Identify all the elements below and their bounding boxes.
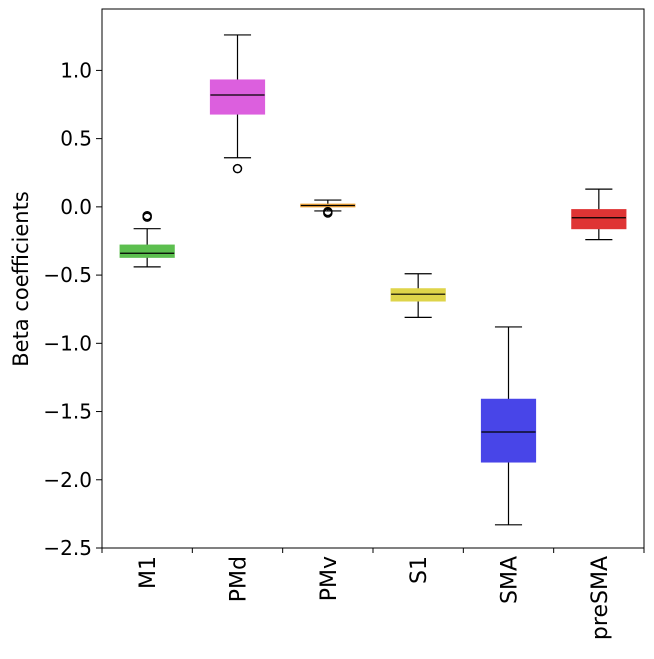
box-presma xyxy=(571,188,627,241)
y-tick-label: −0.5 xyxy=(43,263,92,287)
outlier-point xyxy=(142,212,152,222)
x-tick-label: M1 xyxy=(136,556,161,589)
outlier-point xyxy=(232,163,243,174)
box-s1 xyxy=(390,273,446,318)
x-tick-label: SMA xyxy=(498,556,523,604)
y-axis: −2.5 −2.0 −1.5 −1.0 −0.5 0.0 0.5 1.0 xyxy=(43,58,102,560)
x-tick-label: PMd xyxy=(227,556,252,602)
box-body xyxy=(209,79,266,115)
x-tick-label: S1 xyxy=(407,556,432,584)
box-m1 xyxy=(119,210,175,268)
x-tick-label: preSMA xyxy=(588,556,613,640)
box-body xyxy=(390,288,446,302)
y-tick-label: −2.5 xyxy=(43,536,92,560)
box-sma xyxy=(480,326,537,526)
plot-area xyxy=(101,8,645,549)
y-tick-label: 1.0 xyxy=(60,58,92,82)
y-tick-label: −1.5 xyxy=(43,400,92,424)
box-pmd xyxy=(209,34,266,174)
y-tick-label: −2.0 xyxy=(43,468,92,492)
y-axis-label: Beta coefficients xyxy=(9,191,33,367)
x-axis: M1 PMd PMv S1 SMA preSMA xyxy=(101,548,645,640)
box-body xyxy=(571,209,627,230)
x-tick-label: PMv xyxy=(317,556,342,601)
outlier-point xyxy=(323,208,333,218)
box-body xyxy=(480,398,537,463)
box-pmv xyxy=(300,199,356,218)
boxes-layer xyxy=(119,34,627,526)
box-body xyxy=(119,244,175,258)
y-tick-label: 0.5 xyxy=(60,127,92,151)
y-tick-label: −1.0 xyxy=(43,331,92,355)
y-tick-label: 0.0 xyxy=(60,195,92,219)
